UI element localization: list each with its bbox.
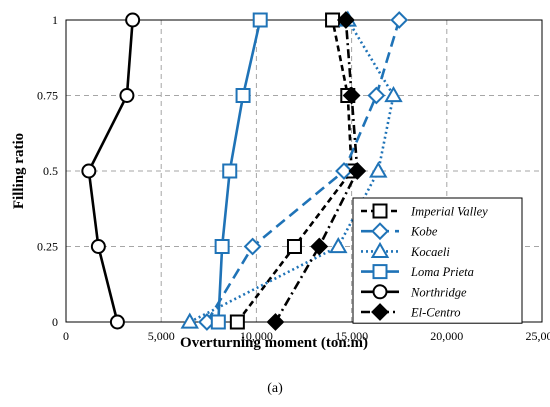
legend-item: Kocaeli (361, 241, 450, 259)
triangle-marker (329, 236, 348, 254)
y-tick-label: 0.5 (43, 164, 58, 178)
legend-item: Imperial Valley (361, 203, 488, 219)
circle-marker (109, 314, 125, 330)
legend-label: Loma Prieta (410, 265, 474, 279)
diamond-marker (336, 11, 355, 29)
x-tick-label: 15,000 (335, 329, 368, 343)
legend-item: Kobe (361, 222, 438, 241)
legend-item: El-Centro (361, 303, 461, 321)
circle-marker (90, 239, 106, 254)
x-tick-label: 0 (63, 329, 69, 343)
triangle-marker (370, 241, 390, 259)
circle-marker (125, 12, 141, 28)
legend-label: El-Centro (410, 306, 461, 320)
diamond-marker (266, 313, 285, 331)
diamond-marker (243, 237, 262, 256)
square-marker (235, 88, 251, 103)
circle-marker (372, 284, 388, 300)
legend: Imperial Valley Kobe Kocaeli Loma Prieta Nor… (352, 197, 523, 324)
legend-box (352, 197, 523, 324)
y-tick-label: 0.75 (37, 89, 58, 103)
square-marker (210, 314, 226, 330)
diamond-marker (367, 86, 386, 105)
triangle-marker (384, 85, 403, 103)
square-marker (229, 314, 245, 330)
triangle-marker (369, 161, 388, 178)
x-tick-label: 20,000 (430, 329, 463, 343)
series-line (189, 19, 395, 324)
legend-label: Northridge (410, 285, 467, 299)
square-marker (372, 264, 388, 280)
square-marker (252, 12, 268, 28)
legend-label: Kobe (410, 225, 438, 239)
diamond-marker (390, 11, 409, 29)
diamond-marker (342, 86, 361, 105)
x-axis-title: Overturning moment (ton.m) (180, 335, 368, 351)
x-tick-label: 25,000 (526, 329, 550, 343)
plot-area-frame (65, 19, 543, 323)
diamond-marker (310, 237, 329, 256)
axes (65, 19, 543, 323)
x-tick-label: 10,000 (240, 329, 273, 343)
diamond-marker (348, 162, 367, 180)
figure-caption: (a) (267, 381, 283, 396)
triangle-marker (180, 312, 199, 329)
y-tick-label: 1 (52, 13, 58, 27)
x-tick-label: 5,000 (148, 329, 175, 343)
y-tick-labels: 0 0.25 0.5 0.75 1 (37, 13, 58, 329)
circle-marker (81, 163, 97, 179)
legend-item: Northridge (361, 284, 467, 300)
square-marker (286, 239, 302, 254)
series-el-centro (266, 11, 367, 331)
series-lines (81, 10, 409, 331)
y-axis-title: Filling ratio (11, 133, 27, 209)
legend-label: Kocaeli (410, 245, 450, 259)
y-tick-label: 0 (52, 315, 58, 329)
square-marker (372, 203, 388, 219)
square-marker (214, 239, 230, 254)
legend-label: Imperial Valley (410, 205, 488, 219)
diamond-marker (335, 162, 353, 180)
y-tick-label: 0.25 (37, 240, 58, 254)
x-tick-labels: 0 5,000 10,000 15,000 20,000 25,000 (63, 329, 550, 343)
series-loma-prieta (210, 12, 268, 330)
diamond-marker (371, 303, 389, 321)
diamond-marker (371, 222, 389, 241)
legend-item: Loma Prieta (361, 264, 474, 280)
circle-marker (119, 88, 135, 103)
series-northridge (81, 12, 141, 330)
series-line (236, 19, 353, 323)
square-marker (222, 163, 238, 179)
